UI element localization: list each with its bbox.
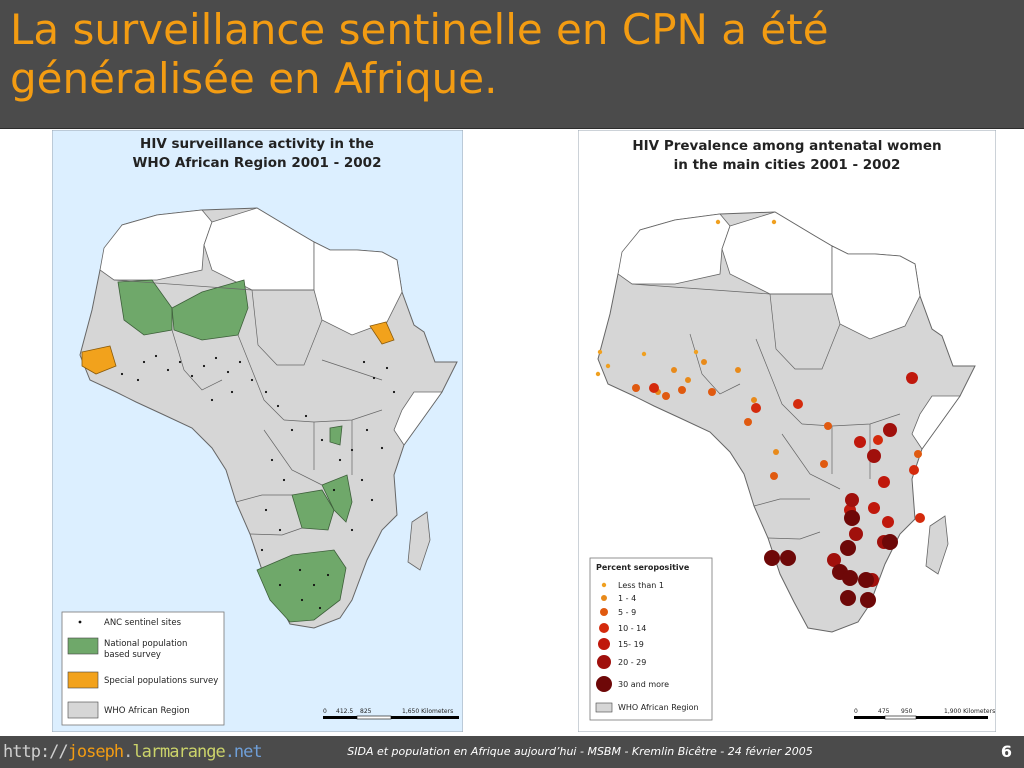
map-right-legend: Percent seropositive Less than 1 1 - 4 5…	[589, 557, 713, 721]
map-hiv-prevalence-antenatal: HIV Prevalence among antenatal women in …	[578, 130, 996, 732]
legend-special-survey-label: Special populations survey	[104, 676, 218, 686]
map-left-legend: ANC sentinel sites National population b…	[61, 611, 225, 726]
outside-region-egypt-sudan-right	[831, 245, 921, 340]
legend-item-2: 5 - 9	[618, 608, 636, 617]
legend-title: Percent seropositive	[596, 563, 690, 572]
scale-tick-0: 0	[323, 708, 327, 715]
title-bar: La surveillance sentinelle en CPN a été …	[0, 0, 1024, 129]
legend-item-3: 10 - 14	[618, 624, 646, 633]
national-survey-south-africa	[256, 549, 347, 623]
legend-anc-sites-label: ANC sentinel sites	[104, 618, 182, 628]
map-left-svg: HIV surveillance activity in the WHO Afr…	[52, 130, 463, 732]
slide-number: 6	[1000, 742, 1012, 761]
legend-national-survey-label: National population	[104, 639, 187, 649]
footer-url-part1: joseph	[67, 742, 124, 762]
map-left-title-line1: HIV surveillance activity in the	[140, 136, 374, 152]
legend-national-survey-label-line2: based survey	[104, 650, 161, 660]
footer-url-dot: .	[123, 742, 133, 762]
anc-sentinel-sites	[120, 354, 396, 610]
legend-special-survey-swatch	[67, 671, 99, 689]
footer-website-link[interactable]: http://joseph.larmarange.net	[3, 742, 263, 762]
national-survey-malawi	[321, 474, 353, 523]
scale-tick-right-1: 475	[878, 708, 890, 715]
scale-tick-2: 825	[360, 708, 372, 715]
map-right-svg: HIV Prevalence among antenatal women in …	[578, 130, 996, 732]
scale-tick-1: 412.5	[336, 708, 353, 715]
scale-tick-3: 1,650 Kilometers	[402, 708, 453, 715]
legend-region-label: WHO African Region	[618, 703, 699, 712]
legend-dot-symbol	[78, 620, 82, 624]
scale-tick-right-2: 950	[901, 708, 913, 715]
national-survey-zambia	[291, 489, 335, 531]
outside-region-egypt-sudan	[313, 241, 403, 336]
country-borders-right	[631, 283, 901, 540]
map-hiv-surveillance-activity: HIV surveillance activity in the WHO Afr…	[52, 130, 463, 732]
map-left-title-line2: WHO African Region 2001 - 2002	[133, 155, 382, 171]
national-survey-burundi	[329, 425, 343, 446]
africa-landmass	[79, 207, 458, 629]
legend-item-4: 15- 19	[618, 640, 644, 649]
footer-url-protocol: http://	[3, 742, 69, 762]
footer-caption: SIDA et population en Afrique aujourd’hu…	[347, 745, 813, 758]
national-survey-niger-burkina	[171, 279, 249, 341]
legend-item-6: 30 and more	[618, 680, 669, 689]
slide-title: La surveillance sentinelle en CPN a été …	[10, 5, 829, 103]
footer-url-part3: .net	[224, 742, 263, 762]
legend-box-right	[589, 557, 713, 721]
africa-landmass-right	[597, 211, 976, 633]
outside-region-somalia-right	[911, 395, 961, 450]
madagascar	[407, 511, 431, 571]
legend-item-1: 1 - 4	[618, 594, 636, 603]
scale-tick-right-3: 1,900 Kilometers	[944, 708, 995, 715]
outside-region-somalia	[393, 391, 443, 446]
legend-who-region-swatch	[67, 701, 99, 719]
legend-who-region-label: WHO African Region	[104, 706, 190, 716]
madagascar-right	[925, 515, 949, 575]
map-left-scale-bar: 0 412.5 825 1,650 Kilometers	[323, 708, 459, 720]
legend-national-survey-swatch	[67, 637, 99, 655]
map-right-title-line2: in the main cities 2001 - 2002	[674, 157, 901, 173]
special-survey-eritrea	[369, 321, 395, 345]
footer-url-part2: larmarange	[132, 742, 225, 762]
country-borders	[113, 279, 383, 536]
legend-item-0: Less than 1	[618, 581, 664, 590]
map-right-title-line1: HIV Prevalence among antenatal women	[632, 138, 941, 154]
special-survey-guinea	[81, 345, 117, 375]
prevalence-markers	[595, 219, 925, 608]
legend-item-5: 20 - 29	[618, 658, 646, 667]
footer-bar: http://joseph.larmarange.net SIDA et pop…	[0, 736, 1024, 768]
scale-tick-right-0: 0	[854, 708, 858, 715]
map-right-scale-bar: 0 475 950 1,900 Kilometers	[854, 708, 995, 720]
